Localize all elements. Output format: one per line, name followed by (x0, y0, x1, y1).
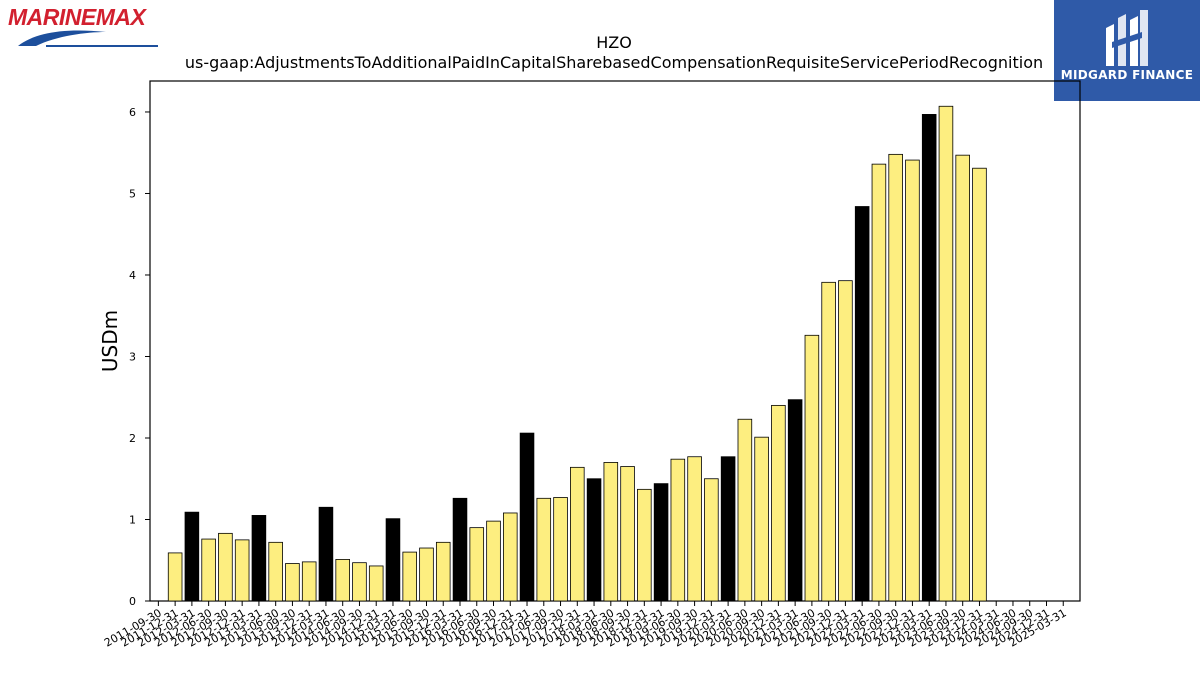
y-tick-label: 3 (129, 350, 136, 363)
bar (804, 334, 820, 602)
bar (435, 541, 451, 602)
bar (838, 280, 853, 602)
y-axis-label: USDm (98, 310, 122, 372)
bar (368, 565, 384, 602)
bar (469, 527, 485, 602)
bar (871, 163, 887, 602)
bar (687, 456, 702, 602)
bar (821, 281, 836, 602)
bar (787, 399, 803, 602)
bar (502, 512, 518, 602)
bar (385, 518, 401, 602)
bar (486, 520, 501, 602)
bar (972, 167, 987, 602)
bar (335, 559, 350, 602)
bar (754, 436, 769, 602)
bar (637, 488, 652, 602)
y-tick-label: 0 (129, 595, 136, 608)
bar (419, 547, 434, 602)
bar (704, 478, 719, 602)
bar (771, 404, 786, 602)
y-tick-label: 2 (129, 432, 136, 445)
bar (201, 538, 216, 602)
bar (670, 458, 686, 602)
bar (402, 551, 418, 602)
bar (854, 206, 870, 602)
bar (737, 418, 753, 602)
marinemax-wordmark: MARINEMAX (8, 4, 146, 30)
midgard-logo-icon (1106, 10, 1148, 66)
bar (536, 497, 552, 602)
y-tick-label: 6 (129, 106, 136, 119)
bar (268, 541, 283, 602)
marinemax-logo-icon (18, 30, 158, 47)
bar (318, 506, 334, 602)
midgard-brand-text: MIDGARD FINANCE (1060, 68, 1194, 82)
bar (905, 159, 920, 602)
bar (553, 497, 568, 602)
bar (301, 561, 317, 602)
y-tick-label: 1 (129, 513, 136, 526)
bar (720, 456, 736, 602)
bar (352, 562, 367, 602)
y-tick-label: 5 (129, 187, 136, 200)
bar (234, 539, 250, 602)
bar (653, 483, 669, 602)
bar (519, 432, 535, 602)
bar (888, 153, 903, 602)
bar (285, 563, 300, 602)
chart-title: HZO (596, 33, 632, 52)
marinemax-logo: MARINEMAX (6, 4, 166, 48)
bar (184, 511, 200, 602)
bar (603, 462, 619, 602)
y-tick-label: 4 (129, 269, 136, 282)
midgard-finance-logo: MIDGARD FINANCE (1054, 0, 1200, 101)
bar (938, 105, 954, 602)
bar (620, 466, 635, 602)
bar (452, 497, 468, 602)
bar (570, 466, 585, 602)
bar (167, 552, 183, 602)
bar (586, 478, 602, 602)
bar (218, 532, 233, 602)
bar (921, 114, 937, 602)
bar (955, 154, 970, 602)
chart-subtitle: us-gaap:AdjustmentsToAdditionalPaidInCap… (184, 53, 1044, 72)
bar (251, 515, 267, 602)
